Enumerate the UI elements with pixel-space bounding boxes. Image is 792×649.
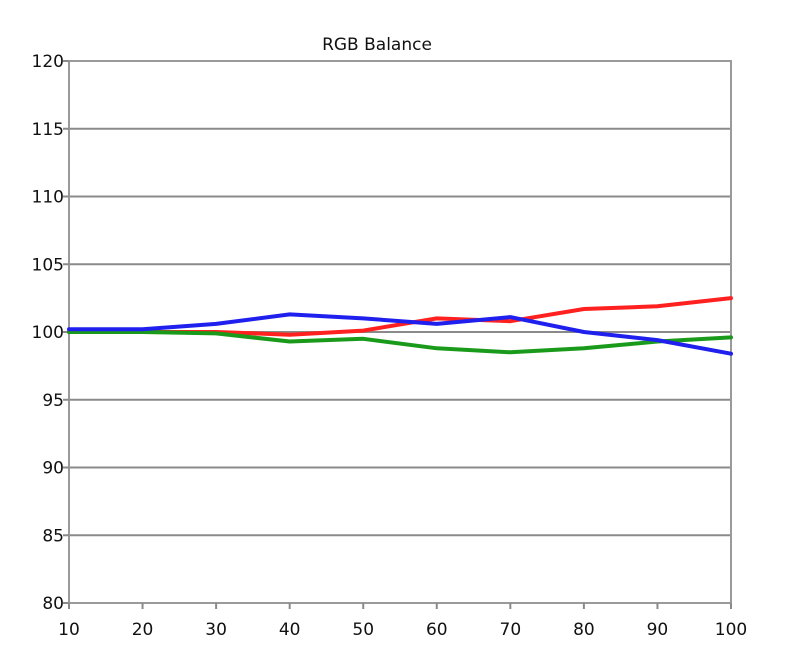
- tick-label-y-85: 85: [42, 526, 64, 546]
- tick-label-y-105: 105: [32, 255, 64, 275]
- series-line-blue: [67, 312, 733, 356]
- x-axis: 10 20 30 40 50 60 70 80 90 100: [58, 603, 747, 640]
- tick-label-x-80: 80: [573, 620, 595, 640]
- y-axis: 80 85 90 95 100 105 110 115 120: [32, 52, 69, 614]
- tick-label-y-100: 100: [32, 323, 64, 343]
- tick-label-x-70: 70: [500, 620, 522, 640]
- chart-title: RGB Balance: [322, 35, 432, 55]
- series-line-green: [67, 330, 733, 355]
- tick-label-y-120: 120: [32, 52, 64, 72]
- tick-label-x-40: 40: [279, 620, 301, 640]
- tick-label-x-90: 90: [647, 620, 669, 640]
- tick-label-x-20: 20: [132, 620, 154, 640]
- tick-label-x-50: 50: [352, 620, 374, 640]
- tick-label-y-80: 80: [42, 594, 64, 614]
- tick-label-y-90: 90: [42, 459, 64, 479]
- tick-label-y-115: 115: [32, 120, 64, 140]
- tick-label-y-110: 110: [32, 188, 64, 208]
- tick-label-x-30: 30: [205, 620, 227, 640]
- tick-label-y-95: 95: [42, 391, 64, 411]
- tick-label-x-60: 60: [426, 620, 448, 640]
- tick-label-x-100: 100: [715, 620, 747, 640]
- tick-label-x-10: 10: [58, 620, 80, 640]
- series-layer: [67, 296, 733, 356]
